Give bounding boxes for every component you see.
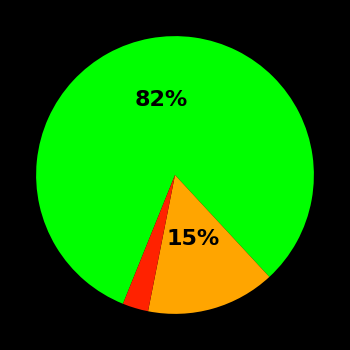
- Wedge shape: [123, 175, 175, 311]
- Wedge shape: [148, 175, 270, 314]
- Text: 15%: 15%: [167, 229, 220, 249]
- Wedge shape: [36, 36, 314, 304]
- Text: 82%: 82%: [135, 90, 188, 110]
